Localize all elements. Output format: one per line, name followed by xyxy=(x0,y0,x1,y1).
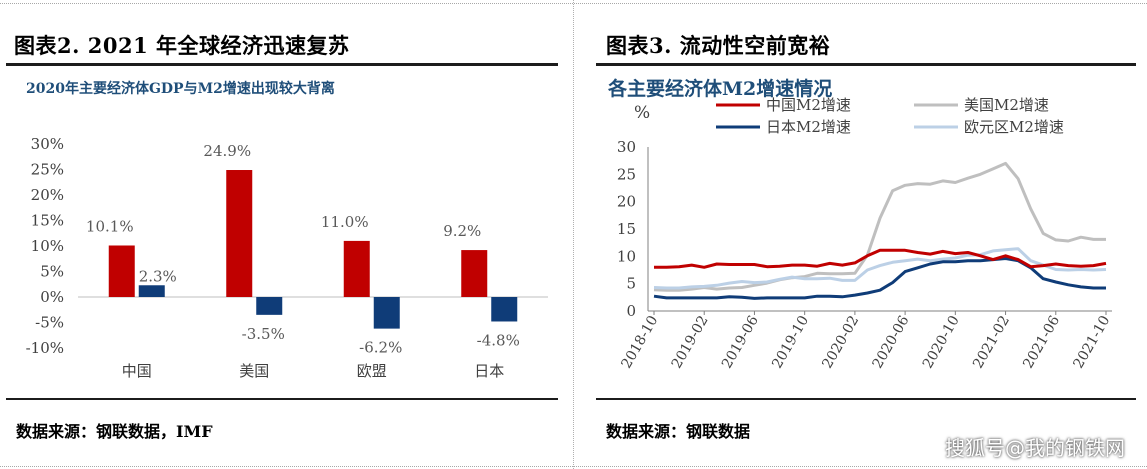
gdp-m2-bar-chart: 30% 25% 20% 15% 10% 5% 0% -5% -10% 中国 美国 欧盟 日本 10.1%… xyxy=(26,135,548,380)
x-tick-label: 2019-10 xyxy=(769,313,812,371)
frame-bottom-line xyxy=(0,466,573,467)
x-category-label: 日本 xyxy=(474,362,504,380)
y-tick-label: 5 xyxy=(626,275,636,293)
legend-label: 欧元区M2增速 xyxy=(964,118,1064,136)
x-tick-label: 2021-10 xyxy=(1071,313,1114,371)
series-line xyxy=(653,247,1107,290)
bar-data-label: 24.9% xyxy=(203,142,251,160)
source-left: 数据来源：钢联数据，IMF xyxy=(16,422,213,441)
bar xyxy=(491,297,518,322)
x-tick-label: 2018-10 xyxy=(619,313,662,371)
x-tick-label: 2019-02 xyxy=(669,313,712,371)
bar xyxy=(373,297,400,329)
x-tick-label: 2020-02 xyxy=(819,313,862,371)
bar-data-label: 9.2% xyxy=(443,222,481,240)
x-tick-label: 2021-06 xyxy=(1020,313,1063,371)
y-tick-label: -10% xyxy=(26,339,64,357)
chart-title-left: 2020年主要经济体GDP与M2增速出现较大背离 xyxy=(26,81,335,97)
line-chart-marks xyxy=(653,161,1107,300)
frame-bottom-line-right xyxy=(574,466,1147,467)
x-tick-label: 2020-06 xyxy=(870,313,913,371)
bar xyxy=(343,240,370,297)
bar-data-label: 11.0% xyxy=(321,213,369,231)
legend-label: 中国M2增速 xyxy=(766,96,851,114)
source-right: 数据来源：钢联数据 xyxy=(606,422,751,441)
y-tick-label: -5% xyxy=(35,314,64,332)
source-rule-right xyxy=(596,398,1136,400)
y-tick-label: 20 xyxy=(617,193,636,211)
source-rule-left xyxy=(6,398,558,400)
figure-title-right: 图表3. 流动性空前宽裕 xyxy=(606,33,831,58)
y-tick-label: 0 xyxy=(626,302,636,320)
bar-data-label: -6.2% xyxy=(359,339,402,357)
left-figure-panel: 图表2. 2021 年全球经济迅速复苏 2020年主要经济体GDP与M2增速出现… xyxy=(0,0,574,469)
bar-chart-axes: 30% 25% 20% 15% 10% 5% 0% -5% -10% 中国 美国 欧盟 日本 xyxy=(26,135,548,380)
y-tick-label: 10% xyxy=(31,237,64,255)
y-tick-label: 10 xyxy=(617,247,636,265)
bar-data-label: 10.1% xyxy=(86,217,134,235)
y-tick-label: 5% xyxy=(40,263,64,281)
x-category-label: 中国 xyxy=(122,362,152,380)
x-tick-label: 2019-06 xyxy=(719,313,762,371)
legend-label: 日本M2增速 xyxy=(766,118,851,136)
bar xyxy=(461,250,488,297)
x-category-label: 美国 xyxy=(239,362,269,380)
watermark: 搜狐号@我的钢铁网 xyxy=(945,436,1125,460)
frame-top-line-right xyxy=(574,3,1147,4)
chart-title-right: 各主要经济体M2增速情况 xyxy=(608,78,833,100)
y-tick-label: 15% xyxy=(31,212,64,230)
series-line xyxy=(653,161,1106,292)
y-tick-label: 25 xyxy=(617,165,636,183)
y-axis-unit-label: % xyxy=(634,103,650,123)
y-tick-label: 25% xyxy=(31,161,64,179)
bar xyxy=(108,245,135,297)
series-line xyxy=(654,248,1107,269)
bar-data-label: -4.8% xyxy=(477,331,520,349)
frame-top-line xyxy=(0,3,573,4)
y-tick-label: 0% xyxy=(40,288,64,306)
x-tick-label: 2020-10 xyxy=(920,313,963,371)
bar xyxy=(256,297,283,315)
bar xyxy=(226,170,253,297)
x-category-label: 欧盟 xyxy=(357,362,387,380)
right-figure-panel: 图表3. 流动性空前宽裕 各主要经济体M2增速情况 % 30 25 20 15 10 5 0 2… xyxy=(574,0,1147,469)
legend-label: 美国M2增速 xyxy=(964,96,1049,114)
bar-data-label: -3.5% xyxy=(242,325,285,343)
y-tick-label: 15 xyxy=(617,220,636,238)
figure-title-left: 图表2. 2021 年全球经济迅速复苏 xyxy=(14,33,350,58)
bar-chart-marks: 10.1% 2.3% 24.9% -3.5% 11.0% -6.2% 9.2% -4.8% xyxy=(86,142,520,357)
bar-data-label: 2.3% xyxy=(139,267,177,285)
y-tick-label: 30 xyxy=(617,138,636,156)
bar xyxy=(138,285,165,297)
title-rule-left xyxy=(6,63,558,66)
y-tick-label: 20% xyxy=(31,186,64,204)
title-rule-right xyxy=(596,63,1136,66)
x-tick-label: 2021-02 xyxy=(970,313,1013,371)
y-tick-label: 30% xyxy=(31,135,64,153)
